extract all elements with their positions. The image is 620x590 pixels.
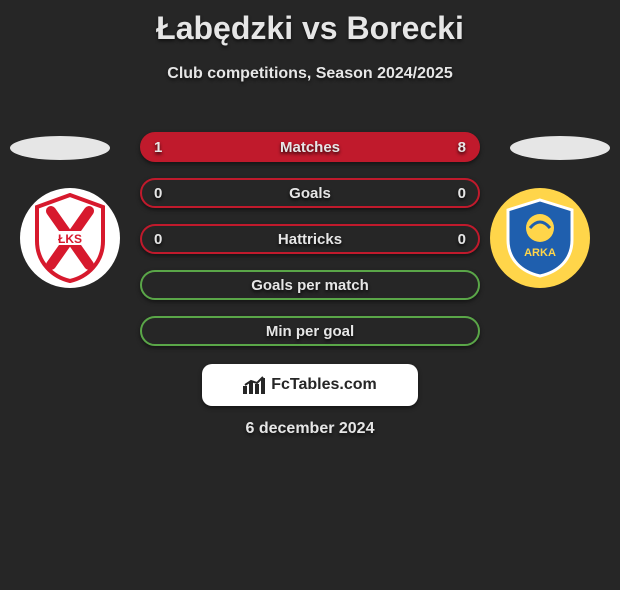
stats-panel: Matches 1 8 Goals 0 0 Hattricks 0 0 Goals per mat… bbox=[140, 132, 480, 362]
player-left-name-oval bbox=[10, 136, 110, 160]
team-left-initials: ŁKS bbox=[58, 232, 82, 246]
stat-value-left: 0 bbox=[154, 231, 162, 248]
team-right-badge: ARKA bbox=[490, 188, 590, 288]
team-left-crest-icon: ŁKS bbox=[31, 193, 109, 283]
team-right-crest-icon: ARKA bbox=[504, 198, 576, 278]
page-subtitle: Club competitions, Season 2024/2025 bbox=[0, 65, 620, 83]
stat-row: Hattricks 0 0 bbox=[140, 224, 480, 254]
stat-value-right: 0 bbox=[458, 185, 466, 202]
stat-value-left: 0 bbox=[154, 185, 162, 202]
stat-label: Goals per match bbox=[251, 277, 369, 294]
stat-row: Min per goal bbox=[140, 316, 480, 346]
stat-label: Hattricks bbox=[278, 231, 342, 248]
brand-text: FcTables.com bbox=[271, 376, 377, 394]
player-right-name-oval bbox=[510, 136, 610, 160]
stat-label: Matches bbox=[280, 139, 340, 156]
team-left-badge: ŁKS bbox=[20, 188, 120, 288]
stat-row: Matches 1 8 bbox=[140, 132, 480, 162]
page-title: Łabędzki vs Borecki bbox=[0, 10, 620, 47]
stat-row: Goals 0 0 bbox=[140, 178, 480, 208]
chart-icon bbox=[243, 376, 265, 394]
stat-label: Min per goal bbox=[266, 323, 354, 340]
brand-badge[interactable]: FcTables.com bbox=[202, 364, 418, 406]
stat-value-right: 0 bbox=[458, 231, 466, 248]
stat-row: Goals per match bbox=[140, 270, 480, 300]
footer-date: 6 december 2024 bbox=[0, 420, 620, 438]
stat-value-left: 1 bbox=[154, 139, 162, 156]
team-right-initials: ARKA bbox=[524, 247, 556, 259]
stat-value-right: 8 bbox=[458, 139, 466, 156]
stat-label: Goals bbox=[289, 185, 331, 202]
